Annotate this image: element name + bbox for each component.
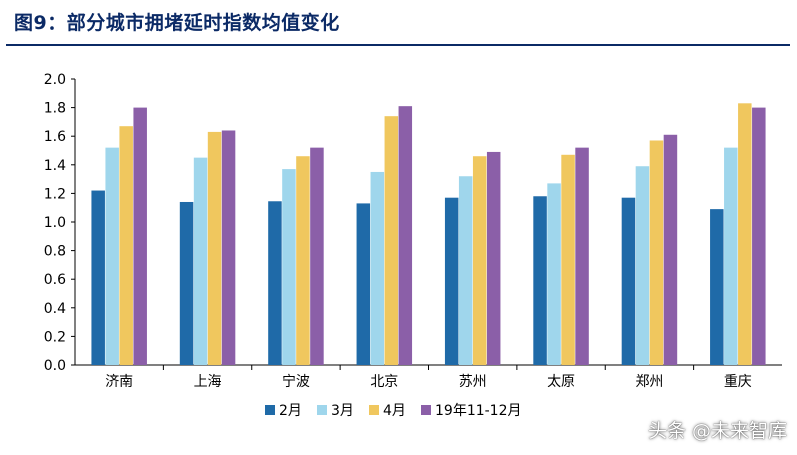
bar-4-2 bbox=[472, 156, 487, 365]
y-tick-label: 1.8 bbox=[44, 101, 66, 117]
x-category-label: 重庆 bbox=[724, 374, 752, 390]
bar-2-3 bbox=[310, 147, 324, 365]
bar-7-2 bbox=[738, 103, 752, 365]
bar-5-2 bbox=[561, 154, 575, 365]
bar-1-1 bbox=[193, 157, 208, 365]
title-divider bbox=[6, 44, 790, 46]
legend-label: 19年11-12月 bbox=[435, 403, 522, 419]
bar-1-3 bbox=[221, 130, 236, 365]
legend-swatch-1 bbox=[317, 405, 327, 415]
bar-6-3 bbox=[663, 134, 678, 365]
bar-0-0 bbox=[91, 190, 105, 365]
bar-2-1 bbox=[282, 169, 296, 365]
legend-label: 2月 bbox=[279, 403, 302, 419]
bar-0-2 bbox=[119, 126, 133, 365]
legend-swatch-0 bbox=[265, 405, 275, 415]
legend-label: 4月 bbox=[383, 403, 406, 419]
bar-3-3 bbox=[398, 106, 413, 366]
x-category-label: 宁波 bbox=[282, 373, 310, 390]
bar-0-3 bbox=[133, 107, 147, 365]
bar-3-2 bbox=[384, 116, 399, 366]
y-tick-label: 0.4 bbox=[44, 301, 66, 317]
bar-7-0 bbox=[710, 209, 724, 365]
x-category-label: 郑州 bbox=[635, 374, 663, 390]
bar-1-0 bbox=[179, 201, 194, 365]
bar-5-3 bbox=[575, 147, 589, 365]
bar-2-2 bbox=[296, 156, 310, 365]
y-tick-label: 1.6 bbox=[44, 129, 66, 145]
y-tick-label: 0.6 bbox=[44, 272, 66, 288]
bar-7-3 bbox=[752, 107, 766, 365]
bar-4-3 bbox=[486, 151, 501, 365]
bar-2-0 bbox=[268, 201, 282, 365]
y-tick-label: 1.2 bbox=[44, 186, 66, 202]
figure-title: 图9：部分城市拥堵延时指数均值变化 bbox=[14, 12, 340, 34]
bar-4-1 bbox=[458, 176, 473, 365]
x-category-label: 苏州 bbox=[459, 374, 487, 390]
x-category-label: 济南 bbox=[105, 374, 133, 390]
bar-1-2 bbox=[207, 131, 222, 365]
bar-6-2 bbox=[649, 140, 664, 365]
bar-5-1 bbox=[547, 183, 561, 365]
legend-swatch-2 bbox=[369, 405, 379, 415]
bar-6-1 bbox=[635, 166, 650, 365]
x-category-label: 北京 bbox=[370, 374, 398, 390]
watermark: 头条 @未来智库 bbox=[647, 420, 787, 442]
bar-6-0 bbox=[621, 197, 636, 365]
bar-3-0 bbox=[356, 203, 371, 365]
bar-4-0 bbox=[444, 197, 459, 365]
legend-swatch-3 bbox=[421, 405, 431, 415]
y-tick-label: 0.0 bbox=[44, 358, 66, 374]
bar-0-1 bbox=[105, 147, 119, 365]
x-category-label: 太原 bbox=[547, 374, 575, 390]
legend-label: 3月 bbox=[331, 403, 354, 419]
y-tick-label: 2.0 bbox=[44, 72, 66, 88]
x-category-label: 上海 bbox=[194, 374, 222, 390]
bar-5-0 bbox=[533, 196, 547, 365]
bar-7-1 bbox=[724, 147, 738, 365]
y-tick-label: 0.8 bbox=[44, 244, 66, 260]
y-tick-label: 0.2 bbox=[44, 329, 66, 345]
bar-3-1 bbox=[370, 171, 385, 365]
y-tick-label: 1.0 bbox=[44, 215, 66, 231]
y-tick-label: 1.4 bbox=[44, 158, 66, 174]
